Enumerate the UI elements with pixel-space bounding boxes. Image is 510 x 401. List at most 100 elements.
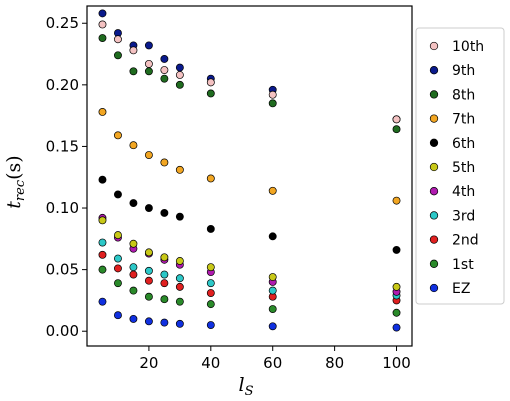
data-point-6th xyxy=(175,212,184,221)
legend-label: 6th xyxy=(452,136,475,152)
data-point-8th xyxy=(206,89,215,98)
legend-marker xyxy=(429,162,439,172)
data-point-7th xyxy=(392,196,401,205)
data-point-ez xyxy=(114,311,122,320)
y-axis-ticks: 0.00 0.05 0.10 0.15 0.20 0.25 xyxy=(46,14,87,340)
data-point-10th xyxy=(268,90,277,99)
legend-marker xyxy=(429,235,439,244)
legend-label: 7th xyxy=(452,112,475,128)
data-point-ez xyxy=(175,319,184,328)
legend-label: 1st xyxy=(452,257,474,273)
data-point-6th xyxy=(392,245,401,254)
data-point-9th xyxy=(160,55,169,63)
data-point-ez xyxy=(206,321,215,330)
data-point-1st xyxy=(392,308,401,317)
data-point-8th xyxy=(392,125,401,134)
data-point-2nd xyxy=(114,264,122,273)
y-tick-label: 0.20 xyxy=(46,76,79,94)
data-point-8th xyxy=(268,99,277,108)
data-point-8th xyxy=(175,80,184,89)
data-point-5th xyxy=(144,248,153,257)
data-point-10th xyxy=(114,35,122,44)
data-point-2nd xyxy=(129,270,138,279)
data-point-5th xyxy=(268,273,277,281)
legend-label: 9th xyxy=(452,63,475,79)
data-point-8th xyxy=(114,51,122,60)
data-point-1st xyxy=(144,292,153,301)
data-point-10th xyxy=(129,46,138,55)
data-point-3rd xyxy=(175,274,184,283)
legend-marker xyxy=(429,259,439,268)
y-tick-label: 0.15 xyxy=(46,137,79,155)
data-point-8th xyxy=(160,74,169,83)
data-point-5th xyxy=(392,282,401,291)
legend-marker xyxy=(429,283,439,293)
data-point-9th xyxy=(98,9,107,18)
y-tick-label: 0.10 xyxy=(46,199,79,217)
data-point-3rd xyxy=(98,238,107,247)
data-point-9th xyxy=(175,63,184,72)
legend-label: 4th xyxy=(452,184,475,200)
data-point-1st xyxy=(268,305,277,313)
x-tick-label: 20 xyxy=(139,354,158,372)
data-point-6th xyxy=(98,175,107,184)
data-point-3rd xyxy=(129,263,138,272)
data-point-5th xyxy=(160,253,169,262)
legend-label: 5th xyxy=(452,160,475,176)
y-tick-label: 0.00 xyxy=(46,322,79,340)
data-point-3rd xyxy=(114,254,122,263)
data-point-1st xyxy=(114,279,122,288)
x-axis-ticks: 20 40 60 80 100 xyxy=(139,346,411,372)
legend-label: 8th xyxy=(452,87,475,103)
data-point-5th xyxy=(98,216,107,225)
data-point-6th xyxy=(160,209,169,217)
data-point-10th xyxy=(98,20,107,29)
legend-marker xyxy=(429,187,439,196)
x-tick-label: 40 xyxy=(201,354,220,372)
data-point-ez xyxy=(144,317,153,326)
data-point-5th xyxy=(114,231,122,240)
x-tick-label: 100 xyxy=(382,354,411,372)
data-point-8th xyxy=(98,34,107,42)
data-point-3rd xyxy=(160,270,169,279)
data-point-7th xyxy=(114,131,122,140)
legend-label: EZ xyxy=(452,281,470,297)
legend-marker xyxy=(429,211,439,220)
legend-label: 2nd xyxy=(452,233,479,249)
data-point-ez xyxy=(129,314,138,323)
data-point-2nd xyxy=(160,279,169,288)
data-point-7th xyxy=(175,165,184,174)
data-point-7th xyxy=(129,141,138,150)
legend-frame xyxy=(415,27,505,305)
data-point-3rd xyxy=(206,279,215,288)
plot-frame xyxy=(86,5,413,347)
legend-marker xyxy=(429,41,439,51)
data-point-ez xyxy=(392,323,401,332)
data-point-1st xyxy=(175,297,184,306)
data-point-2nd xyxy=(98,250,107,259)
data-point-7th xyxy=(160,158,169,167)
x-tick-label: 80 xyxy=(325,354,344,372)
data-point-7th xyxy=(206,174,215,183)
data-point-5th xyxy=(175,257,184,265)
x-axis-label: lS xyxy=(239,374,254,399)
legend: 10th 9th 8th 7th 6th 5th 4th 3rd 2nd 1st EZ xyxy=(415,27,505,305)
data-point-ez xyxy=(160,318,169,327)
data-point-10th xyxy=(206,78,215,87)
data-point-7th xyxy=(268,186,277,195)
data-point-7th xyxy=(144,151,153,160)
legend-label: 3rd xyxy=(452,208,475,224)
data-point-9th xyxy=(144,41,153,50)
data-point-6th xyxy=(206,225,215,233)
data-point-3rd xyxy=(268,286,277,295)
data-point-10th xyxy=(175,71,184,79)
legend-marker xyxy=(429,138,439,147)
data-point-1st xyxy=(98,265,107,274)
data-point-ez xyxy=(98,297,107,306)
x-tick-label: 60 xyxy=(263,354,282,372)
data-point-6th xyxy=(268,232,277,241)
legend-marker xyxy=(429,66,439,75)
data-point-10th xyxy=(144,59,153,68)
data-point-7th xyxy=(98,107,107,116)
